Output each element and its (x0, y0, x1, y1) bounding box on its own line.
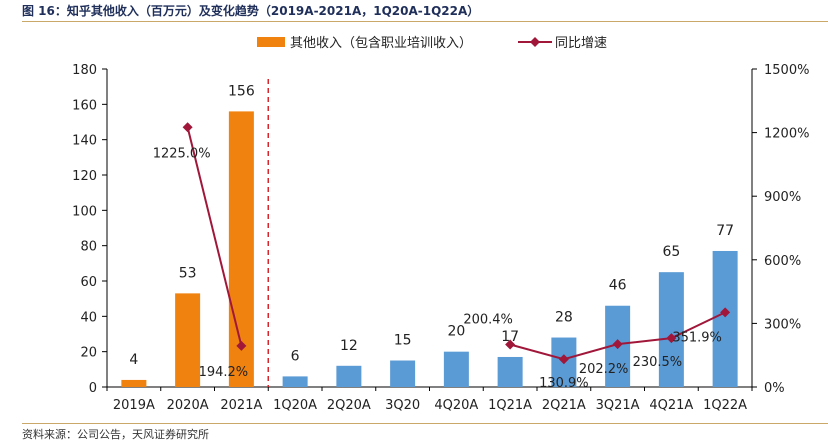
bar-series (121, 111, 738, 388)
growth-marker-2021A (236, 340, 247, 351)
x-axis-tick-label: 2Q21A (542, 398, 586, 413)
figure-title: 图 16：知乎其他收入（百万元）及变化趋势（2019A-2021A，1Q20A-… (22, 4, 480, 18)
chart-legend: 其他收入（包含职业培训收入） 同比增速 (257, 35, 607, 51)
bar-2019A (121, 379, 147, 387)
growth-marker-4Q21A (666, 333, 677, 344)
x-axis-tick-label: 2020A (167, 398, 209, 413)
x-axis-tick-label: 2021A (220, 398, 262, 413)
chart-axes: 0 20 40 60 80 100 120 140 160 180 0% 300% 600% 900% 12… (72, 63, 809, 413)
bar-value-label: 17 (501, 329, 519, 345)
x-axis-tick-label: 4Q21A (649, 398, 693, 413)
growth-value-label: 1225.0% (153, 146, 211, 161)
x-axis-tick-label: 1Q21A (488, 398, 532, 413)
legend-bar-swatch (257, 37, 285, 47)
bar-value-label: 28 (555, 310, 573, 326)
bar-1Q20A (282, 376, 308, 387)
left-axis-tick-label: 180 (72, 63, 97, 78)
growth-marker-1Q21A (505, 339, 516, 350)
bar-value-label: 15 (394, 333, 412, 349)
left-axis-tick-label: 20 (80, 346, 97, 361)
left-axis-tick-label: 40 (80, 310, 97, 325)
growth-value-label: 230.5% (633, 355, 683, 370)
bar-value-label: 46 (609, 278, 627, 294)
title-rule (22, 21, 828, 22)
bar-value-label: 20 (447, 324, 465, 340)
x-axis-tick-label: 3Q21A (596, 398, 640, 413)
bar-value-label: 12 (340, 338, 358, 354)
growth-marker-2Q21A (558, 354, 569, 365)
footer-rule (22, 423, 828, 424)
growth-line-segment (186, 127, 243, 347)
right-axis-tick-label: 900% (764, 190, 801, 205)
left-axis-tick-label: 160 (72, 98, 97, 113)
right-axis-tick-label: 1500% (764, 63, 809, 78)
legend-bar-label: 其他收入（包含职业培训收入） (290, 35, 472, 51)
right-axis-tick-label: 1200% (764, 127, 809, 142)
x-axis-tick-label: 3Q20 (385, 398, 420, 413)
x-axis-tick-label: 2019A (113, 398, 155, 413)
bar-value-label: 4 (129, 352, 138, 368)
bar-4Q20A (443, 351, 469, 387)
growth-value-labels: 1225.0% 194.2% 200.4% 130.9%202.2% 230.5% 351… (153, 146, 722, 391)
source-note: 资料来源：公司公告，天风证券研究所 (22, 428, 209, 441)
bar-4Q21A (658, 272, 684, 387)
x-axis-tick-label: 1Q20A (273, 398, 317, 413)
left-axis-tick-label: 0 (89, 381, 97, 396)
bar-2Q20A (336, 365, 362, 387)
bar-value-label: 77 (716, 223, 734, 239)
growth-value-label: 194.2% (199, 365, 249, 380)
left-axis-tick-label: 140 (72, 134, 97, 149)
right-axis-tick-label: 300% (764, 317, 801, 332)
growth-marker-1Q22A (720, 307, 731, 318)
x-axis-tick-label: 1Q22A (703, 398, 747, 413)
bar-value-label: 6 (291, 348, 300, 364)
right-axis-tick-label: 0% (764, 381, 785, 396)
bar-value-label: 65 (662, 244, 680, 260)
growth-value-label: 130.9% (539, 376, 589, 391)
bar-1Q22A (712, 250, 738, 387)
bar-2020A (175, 293, 201, 387)
bar-value-label: 156 (228, 83, 255, 99)
growth-value-label: 200.4% (463, 313, 513, 328)
legend-line-marker (530, 37, 540, 47)
left-axis-tick-label: 120 (72, 169, 97, 184)
legend-line-label: 同比增速 (555, 36, 607, 51)
growth-marker-3Q21A (612, 339, 623, 350)
growth-value-label: 202.2% (579, 362, 629, 377)
left-axis-tick-label: 100 (72, 204, 97, 219)
growth-line-series (182, 122, 731, 365)
bar-1Q21A (497, 356, 523, 387)
x-axis-tick-label: 4Q20A (434, 398, 478, 413)
growth-marker-2020A (182, 122, 193, 133)
revenue-growth-chart: 其他收入（包含职业培训收入） 同比增速 0 20 40 60 80 100 120 140 16… (72, 35, 809, 413)
right-axis-tick-label: 600% (764, 254, 801, 269)
bar-3Q20 (390, 360, 416, 387)
bar-value-labels: 4 53 156 6 12 15 20 17 28 46 65 77 (129, 83, 734, 368)
growth-value-label: 351.9% (672, 330, 722, 345)
left-axis-tick-label: 60 (80, 275, 97, 290)
x-axis-tick-label: 2Q20A (327, 398, 371, 413)
bar-value-label: 53 (179, 265, 197, 281)
left-axis-tick-label: 80 (80, 240, 97, 255)
